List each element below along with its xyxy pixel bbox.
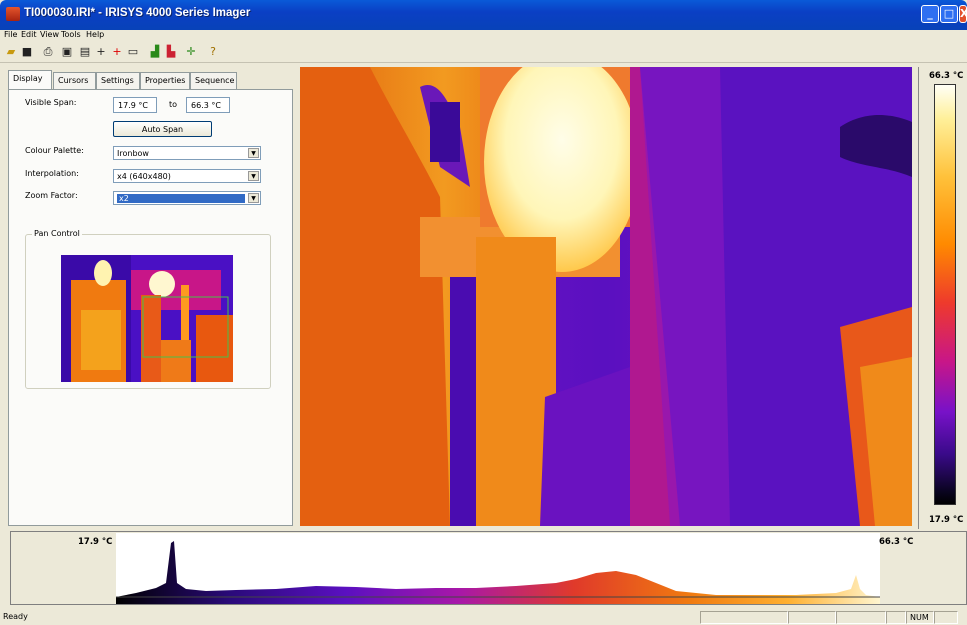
histogram-max-label: 66.3 °C — [879, 537, 914, 547]
pan-tool-icon[interactable]: ✛ — [186, 45, 196, 58]
status-pane — [934, 611, 958, 624]
colour-scale: 66.3 °C 17.9 °C — [918, 67, 967, 529]
scale-max-label: 66.3 °C — [929, 71, 964, 81]
tab-properties[interactable]: Properties — [140, 72, 190, 89]
histogram-plot — [116, 533, 880, 604]
app-icon — [6, 7, 20, 21]
open-icon[interactable]: ▰ — [6, 45, 16, 58]
settings-panel: Display Cursors Settings Properties Sequ… — [6, 70, 293, 527]
interpolation-label: Interpolation: — [25, 169, 79, 178]
window-title: TI000030.IRI* - IRISYS 4000 Series Image… — [24, 7, 251, 19]
status-bar: Ready NUM — [0, 610, 967, 625]
save-icon[interactable]: ■ — [21, 45, 33, 58]
pan-control-group: Pan Control — [25, 229, 271, 389]
print-icon[interactable]: ⎙ — [43, 45, 53, 58]
menu-view[interactable]: View — [40, 30, 59, 39]
histogram-graph — [116, 541, 880, 604]
palette-label: Colour Palette: — [25, 146, 84, 155]
menu-file[interactable]: File — [4, 30, 18, 39]
colour-scale-bar — [934, 84, 956, 505]
status-text: Ready — [3, 612, 28, 621]
status-pane — [700, 611, 788, 624]
rectangle-icon[interactable]: ▭ — [127, 45, 139, 58]
num-lock-indicator: NUM — [906, 611, 934, 624]
pan-control-thumbnail[interactable] — [61, 255, 233, 382]
pan-control-label: Pan Control — [32, 229, 82, 238]
chevron-down-icon[interactable]: ▼ — [248, 148, 259, 158]
scale-min-label: 17.9 °C — [929, 515, 964, 525]
zoom-value: x2 — [117, 194, 245, 203]
chevron-down-icon[interactable]: ▼ — [248, 193, 259, 203]
thermal-image-view[interactable] — [300, 67, 912, 526]
menu-edit[interactable]: Edit — [21, 30, 37, 39]
properties-icon[interactable]: ▣ — [61, 45, 73, 58]
histogram-min-label: 17.9 °C — [78, 537, 113, 547]
tab-settings[interactable]: Settings — [96, 72, 140, 89]
menu-tools[interactable]: Tools — [61, 30, 81, 39]
menu-bar: File Edit View Tools Help — [0, 30, 967, 42]
visible-span-label: Visible Span: — [25, 98, 77, 107]
interpolation-select[interactable]: x4 (640x480) ▼ — [113, 169, 261, 183]
menu-help[interactable]: Help — [86, 30, 105, 39]
palette-select[interactable]: Ironbow ▼ — [113, 146, 261, 160]
minimize-button[interactable]: _ — [921, 5, 939, 23]
span-min-field[interactable]: 17.9 °C — [113, 97, 157, 113]
crosshair-cursor-icon[interactable]: + — [96, 45, 106, 58]
histogram-icon[interactable]: ▟ — [150, 45, 160, 58]
red-crosshair-cursor-icon[interactable]: + — [112, 45, 122, 58]
palette-value: Ironbow — [117, 149, 149, 158]
tab-cursors[interactable]: Cursors — [53, 72, 96, 89]
thermal-image — [300, 67, 912, 526]
auto-span-button[interactable]: Auto Span — [113, 121, 212, 137]
help-icon[interactable]: ? — [210, 45, 216, 58]
interpolation-value: x4 (640x480) — [117, 172, 171, 181]
zoom-label: Zoom Factor: — [25, 191, 78, 200]
status-pane — [886, 611, 906, 624]
maximize-button[interactable]: □ — [940, 5, 958, 23]
title-bar: TI000030.IRI* - IRISYS 4000 Series Image… — [0, 0, 967, 30]
zoom-select[interactable]: x2 ▼ — [113, 191, 261, 205]
status-pane — [836, 611, 886, 624]
tab-sequence[interactable]: Sequence — [190, 72, 237, 89]
histogram-panel[interactable]: 17.9 °C 66.3 °C — [10, 531, 967, 605]
colour-histogram-icon[interactable]: ▙ — [166, 45, 176, 58]
span-max-field[interactable]: 66.3 °C — [186, 97, 230, 113]
status-pane — [788, 611, 836, 624]
toolbar: ▰ ■ ⎙ ▣ ▤ + + ▭ ▟ ▙ ✛ ? — [0, 42, 967, 63]
to-label: to — [169, 100, 178, 109]
close-button[interactable]: X — [959, 5, 967, 23]
chevron-down-icon[interactable]: ▼ — [248, 171, 259, 181]
export-icon[interactable]: ▤ — [79, 45, 91, 58]
pan-thumbnail-image — [61, 255, 233, 382]
display-tab-panel: Visible Span: 17.9 °C to 66.3 °C Auto Sp… — [8, 89, 293, 526]
tab-display[interactable]: Display — [8, 70, 52, 90]
